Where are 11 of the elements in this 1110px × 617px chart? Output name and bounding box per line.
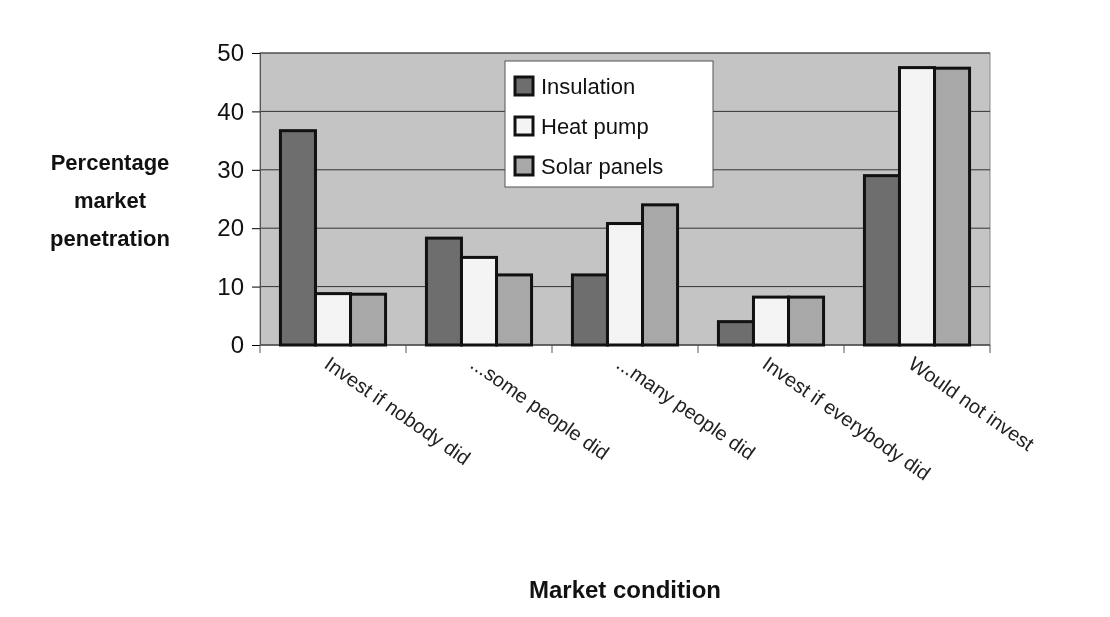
legend-label: Solar panels: [541, 154, 664, 179]
legend-label: Insulation: [541, 74, 636, 99]
y-tick-label: 50: [217, 39, 244, 67]
y-tick-label: 30: [217, 155, 244, 183]
y-axis-title: Percentage market penetration: [50, 150, 170, 251]
y-tick-label: 10: [217, 272, 244, 300]
x-axis-title: Market condition: [528, 576, 722, 603]
y-tick-label: 40: [217, 97, 244, 125]
y-tick-label: 0: [230, 331, 244, 359]
legend-label: Heat pump: [541, 114, 649, 139]
y-tick-label: 20: [217, 214, 244, 242]
